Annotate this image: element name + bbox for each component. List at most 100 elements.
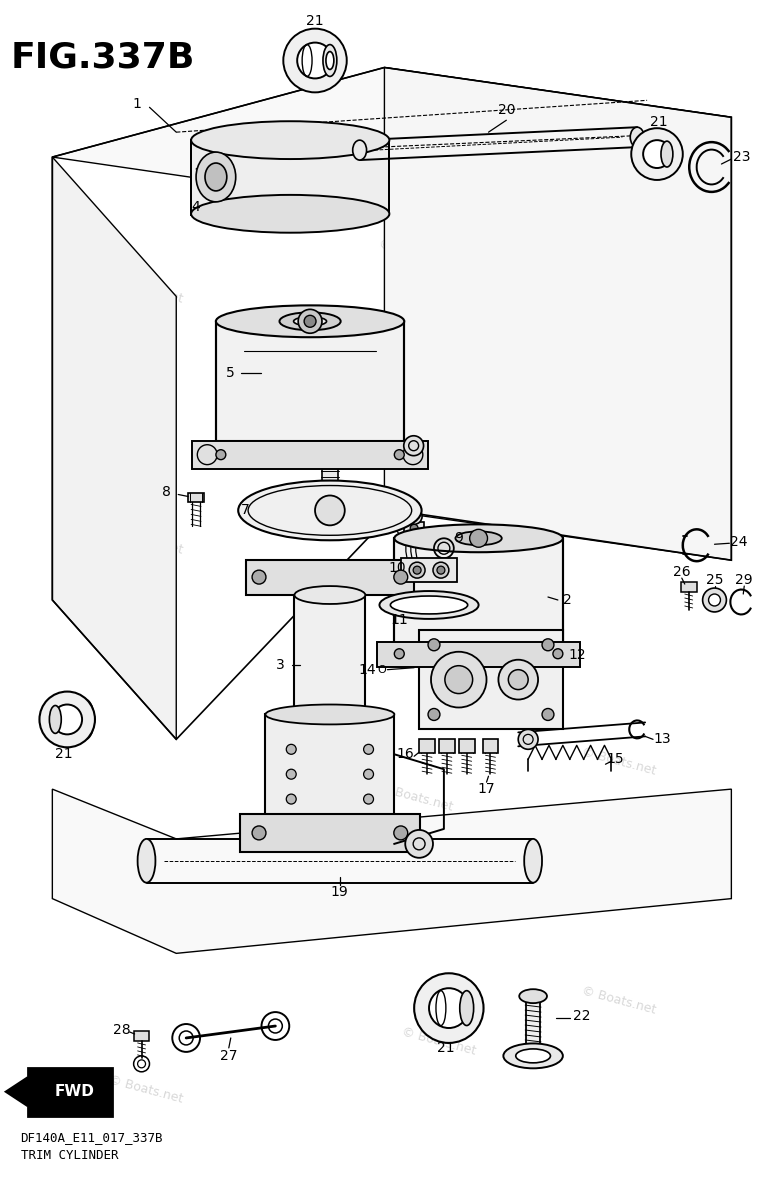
Circle shape bbox=[437, 566, 445, 574]
Text: 27: 27 bbox=[220, 1049, 237, 1063]
Bar bbox=[133, 1031, 149, 1040]
Bar bbox=[459, 739, 475, 754]
Text: 26: 26 bbox=[673, 565, 691, 580]
Circle shape bbox=[252, 570, 266, 584]
Bar bbox=[526, 998, 540, 1060]
Circle shape bbox=[433, 562, 449, 578]
Polygon shape bbox=[384, 67, 731, 560]
Bar bbox=[193, 440, 428, 469]
Circle shape bbox=[287, 744, 296, 755]
Circle shape bbox=[364, 769, 374, 779]
Ellipse shape bbox=[352, 140, 367, 160]
Polygon shape bbox=[52, 157, 177, 739]
Bar bbox=[294, 595, 365, 714]
Circle shape bbox=[394, 450, 404, 460]
Circle shape bbox=[304, 316, 316, 328]
Bar bbox=[188, 492, 204, 503]
Text: 1: 1 bbox=[132, 97, 141, 112]
Text: © Boats.net: © Boats.net bbox=[581, 745, 657, 778]
Ellipse shape bbox=[76, 700, 94, 739]
Circle shape bbox=[283, 29, 346, 92]
Text: 8: 8 bbox=[162, 486, 171, 499]
Bar bbox=[419, 630, 563, 730]
Bar bbox=[439, 739, 455, 754]
Circle shape bbox=[403, 445, 423, 464]
Ellipse shape bbox=[394, 524, 563, 552]
Text: DF140A_E11_017_337B: DF140A_E11_017_337B bbox=[20, 1130, 163, 1144]
Circle shape bbox=[553, 649, 563, 659]
Text: 21: 21 bbox=[437, 1040, 455, 1055]
Ellipse shape bbox=[525, 839, 542, 883]
Bar bbox=[320, 443, 340, 452]
Text: 13: 13 bbox=[653, 732, 671, 746]
Bar bbox=[377, 642, 580, 667]
Bar bbox=[322, 451, 338, 505]
Circle shape bbox=[499, 660, 538, 700]
Polygon shape bbox=[52, 790, 731, 953]
Text: 21: 21 bbox=[650, 115, 668, 130]
Circle shape bbox=[287, 769, 296, 779]
Bar bbox=[265, 714, 394, 834]
Circle shape bbox=[298, 310, 322, 334]
Text: 10: 10 bbox=[389, 562, 406, 575]
Circle shape bbox=[52, 704, 82, 734]
Circle shape bbox=[414, 973, 484, 1043]
Text: © Boats.net: © Boats.net bbox=[377, 238, 455, 270]
Bar bbox=[240, 814, 420, 852]
Text: © Boats.net: © Boats.net bbox=[107, 1074, 184, 1106]
Circle shape bbox=[445, 666, 473, 694]
Text: 14: 14 bbox=[359, 662, 377, 677]
Bar bbox=[394, 539, 563, 643]
Text: 24: 24 bbox=[729, 535, 747, 550]
Polygon shape bbox=[6, 1078, 27, 1106]
Text: 22: 22 bbox=[573, 1009, 590, 1024]
Circle shape bbox=[709, 594, 720, 606]
Ellipse shape bbox=[661, 142, 673, 167]
Ellipse shape bbox=[630, 127, 644, 148]
Bar bbox=[216, 322, 404, 440]
Ellipse shape bbox=[460, 991, 474, 1026]
Text: O: O bbox=[377, 665, 386, 674]
Ellipse shape bbox=[294, 586, 365, 604]
Ellipse shape bbox=[138, 839, 155, 883]
Circle shape bbox=[509, 670, 528, 690]
Text: 25: 25 bbox=[706, 574, 723, 587]
Circle shape bbox=[406, 509, 422, 524]
Text: 12: 12 bbox=[569, 648, 587, 661]
Ellipse shape bbox=[265, 704, 394, 725]
Ellipse shape bbox=[191, 194, 390, 233]
Text: © Boats.net: © Boats.net bbox=[400, 1026, 477, 1058]
Ellipse shape bbox=[519, 989, 547, 1003]
Ellipse shape bbox=[280, 312, 340, 330]
Text: 3: 3 bbox=[276, 658, 285, 672]
Bar bbox=[191, 140, 390, 215]
Polygon shape bbox=[52, 67, 731, 206]
Circle shape bbox=[315, 496, 345, 526]
Circle shape bbox=[287, 794, 296, 804]
Text: FWD: FWD bbox=[55, 1085, 95, 1099]
Text: TRIM CYLINDER: TRIM CYLINDER bbox=[20, 1148, 118, 1162]
Circle shape bbox=[39, 691, 95, 748]
Circle shape bbox=[197, 445, 217, 464]
Circle shape bbox=[394, 570, 408, 584]
Circle shape bbox=[703, 588, 726, 612]
Text: © Boats.net: © Boats.net bbox=[581, 984, 657, 1016]
Ellipse shape bbox=[326, 52, 334, 70]
Circle shape bbox=[364, 744, 374, 755]
Text: 23: 23 bbox=[732, 150, 750, 164]
Circle shape bbox=[394, 826, 408, 840]
Circle shape bbox=[431, 652, 487, 708]
Ellipse shape bbox=[456, 532, 502, 545]
Ellipse shape bbox=[191, 121, 390, 160]
Circle shape bbox=[643, 140, 671, 168]
Circle shape bbox=[216, 450, 226, 460]
Circle shape bbox=[428, 638, 440, 650]
Circle shape bbox=[394, 649, 404, 659]
Text: 17: 17 bbox=[478, 782, 495, 796]
Circle shape bbox=[542, 638, 554, 650]
Text: 19: 19 bbox=[331, 884, 349, 899]
Text: 28: 28 bbox=[113, 1022, 130, 1037]
Ellipse shape bbox=[293, 317, 327, 325]
Text: 9: 9 bbox=[454, 532, 463, 545]
Circle shape bbox=[429, 988, 468, 1028]
